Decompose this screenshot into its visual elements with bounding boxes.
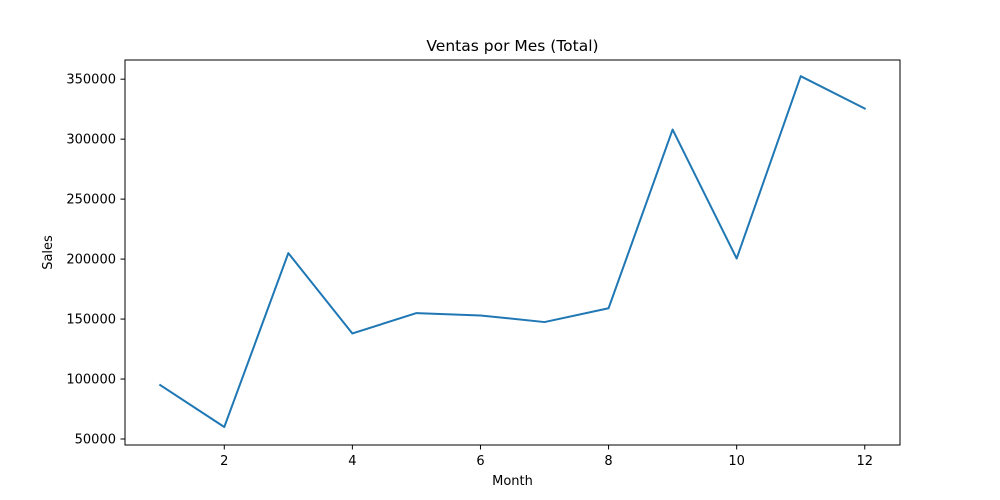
y-axis-ticks: 50000 100000 150000 200000 250000 300000 35000…	[66, 73, 125, 448]
x-axis-ticks: 2 4 6 8 10 12	[220, 445, 873, 469]
y-tick-label: 50000	[75, 433, 116, 448]
series-line	[158, 75, 867, 429]
y-tick-label: 100000	[66, 373, 116, 388]
chart-title: Ventas por Mes (Total)	[426, 37, 598, 55]
x-tick-label: 12	[856, 454, 873, 469]
x-tick-label: 6	[476, 454, 484, 469]
x-tick-label: 4	[348, 454, 356, 469]
y-tick-label: 350000	[66, 73, 116, 88]
x-tick-label: 8	[604, 454, 612, 469]
y-tick-label: 200000	[66, 253, 116, 268]
y-tick-label: 150000	[66, 313, 116, 328]
axes-frame	[124, 59, 901, 446]
x-tick-label: 2	[220, 454, 228, 469]
x-tick-label: 10	[728, 454, 745, 469]
y-tick-label: 300000	[66, 133, 116, 148]
x-axis-label: Month	[492, 474, 533, 489]
y-tick-label: 250000	[66, 193, 116, 208]
y-axis-label: Sales	[41, 235, 56, 270]
plot-area	[158, 75, 867, 429]
